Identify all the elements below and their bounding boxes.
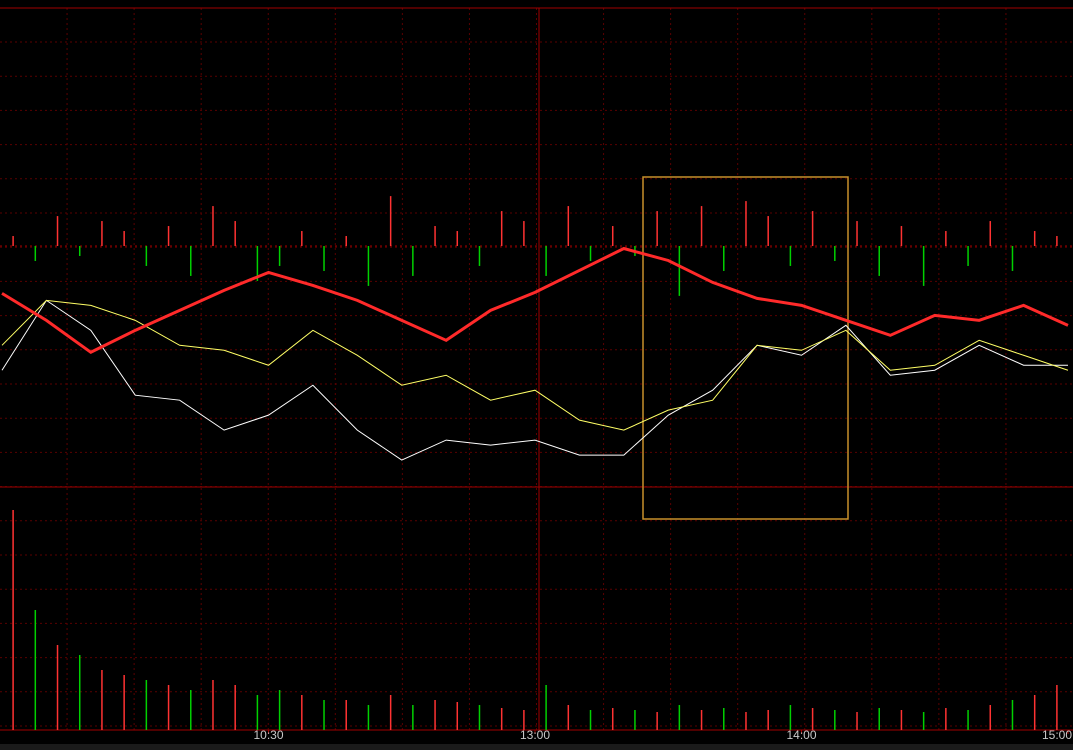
x-tick-label: 10:30 [253, 728, 283, 742]
highlight-box [642, 176, 849, 520]
tab-strip [0, 744, 1073, 750]
x-tick-label: 14:00 [786, 728, 816, 742]
x-tick-label: 13:00 [520, 728, 550, 742]
price-line [1, 299, 1068, 461]
x-tick-label: 15:00 [1042, 728, 1072, 742]
price-line [1, 299, 1069, 431]
price-line [1, 246, 1069, 355]
